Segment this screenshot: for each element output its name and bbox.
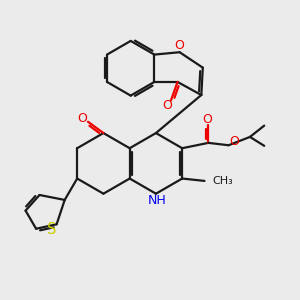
Text: O: O [77,112,87,125]
Text: CH₃: CH₃ [213,176,234,186]
Text: O: O [163,99,172,112]
Text: O: O [175,39,184,52]
Text: NH: NH [148,194,167,207]
Text: O: O [230,135,239,148]
Text: O: O [202,112,212,126]
Text: S: S [47,222,57,237]
